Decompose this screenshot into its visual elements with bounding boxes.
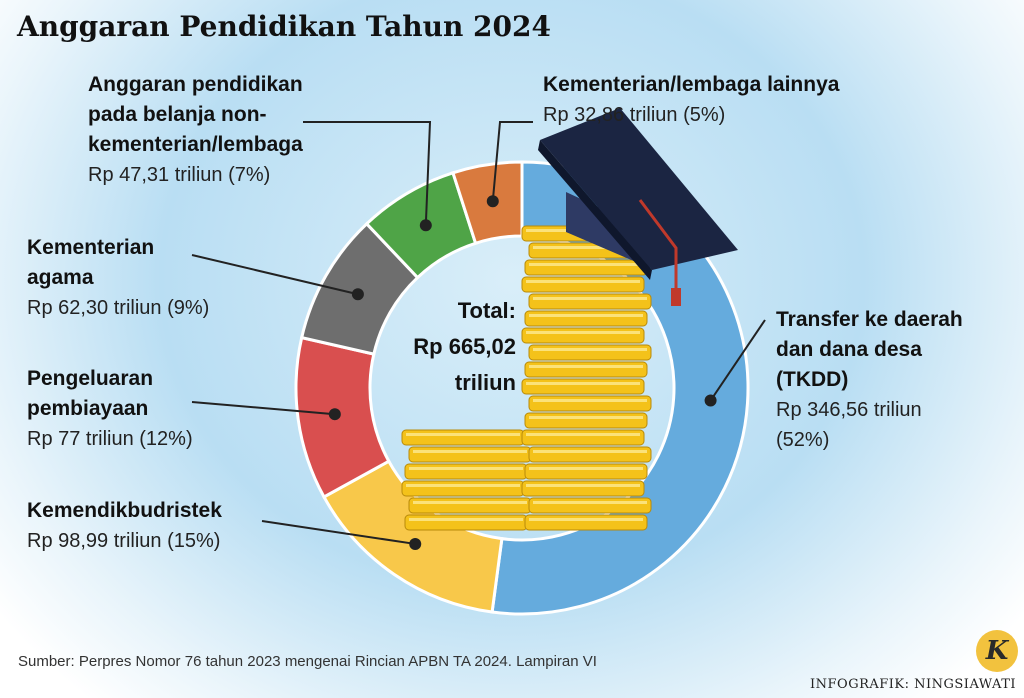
total-line-3: triliun xyxy=(454,370,516,395)
value-tkdd: Rp 346,56 triliun (52%) xyxy=(776,395,922,455)
coin-stack-tall xyxy=(521,225,652,531)
coin-stacks-illustration xyxy=(401,225,652,531)
label-non-kl-line-3: kementerian/lembaga xyxy=(88,133,303,156)
leader-dot-non_kl xyxy=(419,219,432,232)
label-tkdd-line-3: (TKDD) xyxy=(776,368,849,391)
leader-line-tkdd xyxy=(709,319,766,402)
infographic-credit: INFOGRAFIK: NINGSIAWATI xyxy=(810,677,1016,692)
label-pengeluaran-line-2: pembiayaan xyxy=(27,397,149,420)
value-pengeluaran: Rp 77 triliun (12%) xyxy=(27,428,193,450)
leader-line-non_kl xyxy=(303,121,432,226)
label-kemenag: Kementerian agama xyxy=(27,233,154,293)
value-non-kl: Rp 47,31 triliun (7%) xyxy=(88,164,271,186)
value-kemenag: Rp 62,30 triliun (9%) xyxy=(27,297,210,319)
label-kemenag-line-2: agama xyxy=(27,266,94,289)
label-tkdd: Transfer ke daerah dan dana desa (TKDD) xyxy=(776,305,963,395)
coin-stack-short xyxy=(401,429,532,531)
total-line-2: Rp 665,02 xyxy=(413,334,516,359)
label-kl-lainnya: Kementerian/lembaga lainnya xyxy=(543,73,840,96)
label-non-kl-line-2: pada belanja non- xyxy=(88,103,267,126)
leader-dot-kl_lainnya xyxy=(486,195,499,208)
leader-line-kemendikbudristek xyxy=(261,520,416,545)
leader-line-kemenag xyxy=(191,254,359,296)
label-pengeluaran-line-1: Pengeluaran xyxy=(27,367,154,390)
leader-line-kl_lainnya xyxy=(491,121,533,202)
graduation-cap-icon xyxy=(538,108,738,306)
label-kemendikbudristek: Kemendikbudristek xyxy=(27,499,222,522)
leader-line-pengeluaran xyxy=(191,401,335,416)
label-non-kl: Anggaran pendidikan pada belanja non- ke… xyxy=(88,70,303,160)
source-note: Sumber: Perpres Nomor 76 tahun 2023 meng… xyxy=(18,653,597,670)
value-kemendikbudristek: Rp 98,99 triliun (15%) xyxy=(27,530,221,552)
leader-dot-kemenag xyxy=(351,288,364,301)
label-pengeluaran: Pengeluaran pembiayaan xyxy=(27,364,153,424)
kompas-logo: K xyxy=(976,630,1018,672)
total-line-1: Total: xyxy=(457,298,516,323)
label-non-kl-line-1: Anggaran pendidikan xyxy=(88,73,303,96)
value-kl-lainnya: Rp 32,86 triliun (5%) xyxy=(543,104,726,126)
total-label: Total: Rp 665,02 triliun xyxy=(360,293,516,401)
value-tkdd-line-1: Rp 346,56 triliun xyxy=(776,399,922,421)
leader-dot-pengeluaran xyxy=(328,408,341,421)
label-kemenag-line-1: Kementerian xyxy=(27,236,155,259)
label-tkdd-line-2: dan dana desa xyxy=(776,338,922,361)
label-tkdd-line-1: Transfer ke daerah xyxy=(776,308,963,331)
page-title: Anggaran Pendidikan Tahun 2024 xyxy=(17,10,551,43)
leader-dot-kemendikbudristek xyxy=(409,537,422,550)
slice-tkdd xyxy=(490,160,750,616)
value-tkdd-line-2: (52%) xyxy=(776,429,830,451)
label-leader-lines xyxy=(191,121,766,550)
leader-dot-tkdd xyxy=(704,394,717,407)
